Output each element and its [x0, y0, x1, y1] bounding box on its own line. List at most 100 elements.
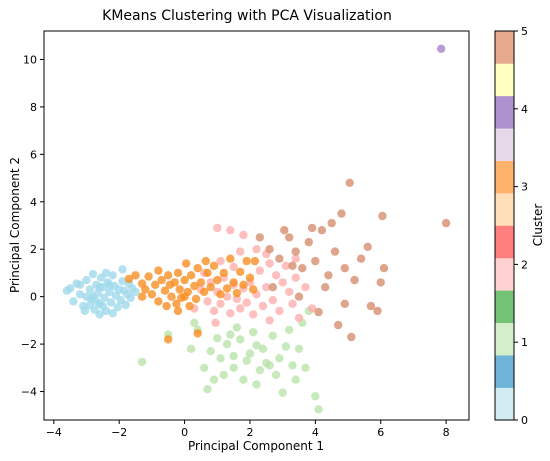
colorbar-tick-label: 5 — [521, 25, 528, 38]
point-cluster-5 — [324, 271, 333, 280]
point-cluster-3 — [250, 256, 260, 266]
point-cluster-3 — [200, 287, 209, 297]
colorbar-segment — [495, 322, 514, 356]
point-cluster-0 — [105, 280, 114, 289]
point-cluster-3 — [147, 290, 157, 299]
point-cluster-5 — [294, 292, 304, 301]
point-cluster-0 — [95, 310, 104, 319]
point-cluster-1 — [249, 328, 258, 337]
y-tick-label: 8 — [30, 101, 37, 114]
point-cluster-5 — [304, 237, 313, 247]
point-cluster-5 — [366, 301, 376, 311]
point-cluster-0 — [126, 293, 135, 302]
y-tick-label: 4 — [30, 196, 37, 209]
point-cluster-0 — [82, 275, 91, 285]
point-cluster-3 — [137, 292, 147, 301]
x-tick-label: 6 — [377, 426, 384, 439]
point-cluster-2 — [265, 259, 274, 268]
point-cluster-0 — [121, 300, 130, 310]
point-cluster-5 — [307, 223, 317, 233]
point-cluster-3 — [245, 273, 255, 282]
point-cluster-1 — [291, 375, 300, 384]
colorbar: 0 1 2 3 4 5 — [494, 25, 528, 427]
colorbar-segment — [495, 387, 514, 421]
point-cluster-2 — [232, 294, 242, 304]
point-cluster-1 — [255, 366, 264, 375]
point-cluster-3 — [236, 267, 245, 276]
point-cluster-5 — [288, 261, 297, 270]
point-cluster-3 — [162, 301, 171, 311]
point-cluster-3 — [203, 268, 212, 278]
colorbar-segment — [495, 290, 514, 324]
point-cluster-2 — [291, 254, 300, 263]
point-cluster-1 — [262, 358, 271, 368]
point-cluster-3 — [131, 271, 140, 280]
point-cluster-0 — [75, 280, 85, 289]
x-tick-label: −4 — [46, 426, 62, 439]
x-axis-label: Principal Component 1 — [188, 439, 324, 453]
colorbar-segment — [495, 160, 514, 194]
point-cluster-5 — [363, 242, 372, 251]
point-cluster-1 — [213, 334, 222, 343]
point-cluster-0 — [118, 265, 127, 274]
colorbar-segment — [495, 63, 514, 97]
point-cluster-5 — [280, 226, 289, 235]
point-cluster-2 — [294, 313, 304, 323]
point-cluster-1 — [271, 370, 281, 380]
point-cluster-0 — [105, 287, 114, 297]
point-cluster-3 — [186, 271, 196, 280]
point-cluster-2 — [278, 278, 287, 287]
point-cluster-3 — [190, 281, 199, 291]
point-cluster-0 — [101, 268, 111, 278]
point-cluster-5 — [327, 218, 336, 228]
y-axis-label: Principal Component 2 — [8, 157, 22, 293]
point-cluster-3 — [206, 283, 215, 292]
point-cluster-2 — [222, 292, 232, 301]
point-cluster-0 — [85, 285, 95, 294]
point-cluster-3 — [239, 280, 248, 289]
point-cluster-3 — [193, 264, 202, 273]
colorbar-segment — [495, 225, 514, 259]
point-cluster-2 — [236, 247, 245, 256]
colorbar-segment — [495, 193, 514, 226]
point-cluster-1 — [222, 339, 232, 349]
point-cluster-0 — [106, 298, 116, 307]
point-cluster-5 — [441, 218, 451, 228]
point-cluster-3 — [219, 268, 228, 278]
point-cluster-3 — [141, 285, 150, 294]
point-cluster-1 — [190, 318, 199, 327]
point-cluster-3 — [151, 280, 160, 289]
y-tick-label: 6 — [30, 148, 37, 161]
point-cluster-1 — [206, 347, 215, 356]
point-cluster-3 — [196, 278, 206, 287]
point-cluster-5 — [376, 278, 385, 287]
point-cluster-3 — [226, 254, 235, 263]
point-cluster-3 — [173, 306, 183, 316]
point-cluster-0 — [100, 293, 109, 302]
point-cluster-0 — [88, 269, 98, 279]
point-cluster-5 — [255, 233, 264, 242]
point-cluster-0 — [131, 287, 140, 297]
point-cluster-2 — [275, 306, 284, 316]
point-cluster-2 — [229, 262, 238, 272]
point-cluster-1 — [216, 354, 225, 363]
point-cluster-2 — [236, 304, 245, 313]
point-cluster-2 — [265, 316, 274, 325]
point-cluster-1 — [229, 363, 238, 372]
point-cluster-3 — [164, 335, 173, 344]
point-cluster-0 — [95, 283, 104, 292]
point-cluster-5 — [379, 264, 389, 273]
point-cluster-5 — [356, 254, 366, 263]
point-cluster-0 — [92, 297, 101, 306]
point-cluster-3 — [124, 274, 134, 284]
colorbar-tick-label: 1 — [521, 336, 528, 349]
colorbar-tick-label: 0 — [521, 414, 528, 427]
point-cluster-0 — [113, 303, 122, 312]
point-cluster-3 — [193, 329, 202, 338]
point-cluster-0 — [85, 300, 95, 310]
point-cluster-5 — [317, 226, 327, 235]
point-cluster-2 — [249, 310, 258, 319]
colorbar-segment — [495, 355, 514, 388]
point-cluster-5 — [268, 283, 277, 292]
point-cluster-5 — [321, 283, 330, 292]
